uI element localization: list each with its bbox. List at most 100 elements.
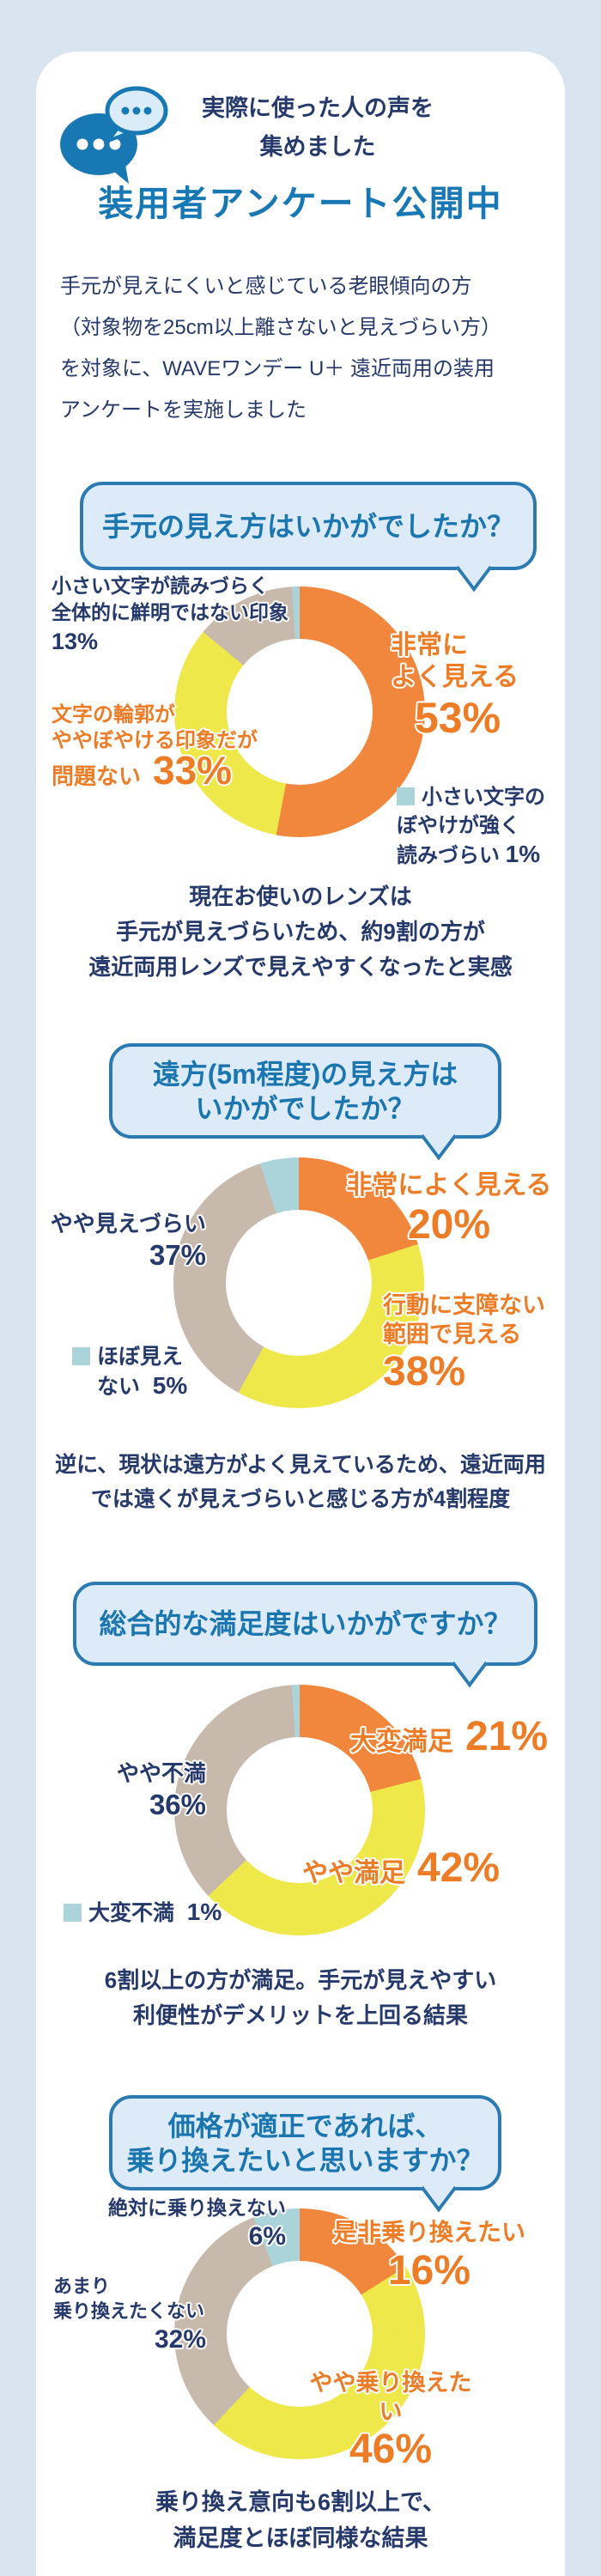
summary-line: 6割以上の方が満足。手元が見えやすい	[104, 1967, 497, 1993]
label-line: 大変満足	[350, 1728, 453, 1756]
chart2-label-somewhat-hard-37: やや見えづらい 37%	[34, 1209, 206, 1273]
chart2-label-very-clear-20: 非常によく見える 20%	[342, 1170, 556, 1249]
label-line: やや乗り換えたい	[309, 2370, 472, 2425]
label-line: やや満足	[302, 1859, 405, 1887]
chart2-legend-almost-invisible-5: ほぼ見え ない 5%	[72, 1343, 187, 1401]
chart2-label-no-hindrance-38: 行動に支障ない 範囲で見える 38%	[383, 1291, 545, 1395]
question-bubble-1: 手元の見え方はいかがでしたか？	[80, 482, 537, 592]
label-line: 全体的に鮮明ではない印象	[52, 601, 288, 623]
summary-3: 6割以上の方が満足。手元が見えやすい 利便性がデメリットを上回る結果	[36, 1963, 565, 2033]
label-line: 是非乗り換えたい	[332, 2219, 525, 2245]
question-3-text: 総合的な満足度はいかがですか？	[99, 1608, 512, 1639]
question-2-line1: 遠方(5m程度)の見え方は	[152, 1058, 458, 1090]
summary-1: 現在お使いのレンズは 手元が見えづらいため、約9割の方が 遠近両用レンズで見えや…	[36, 879, 565, 985]
chart3-legend-very-dissatisfied-1: 大変不満 1%	[64, 1898, 222, 1928]
legend-line: 読みづらい	[397, 844, 500, 867]
speech-bubbles-icon	[60, 86, 168, 184]
question-2-line2: いかがでしたか？	[195, 1092, 416, 1124]
legend-line: 大変不満	[88, 1901, 175, 1925]
question-bubble-3: 総合的な満足度はいかがですか？	[73, 1582, 537, 1688]
label-line: やや見えづらい	[50, 1211, 206, 1236]
chart1-label-slight-blur-33: 文字の輪郭が ややぼやける印象だが 問題ない 33%	[52, 702, 258, 793]
chart3-label-somewhat-dissatisfied-36: やや不満 36%	[34, 1759, 206, 1822]
legend-swatch-icon	[397, 787, 415, 805]
label-pct: 36%	[149, 1789, 206, 1820]
chart3-label-very-satisfied-21: 大変満足 21%	[350, 1713, 548, 1760]
label-pct: 33%	[153, 748, 233, 793]
summary-line: では遠くが見えづらいと感じる方が4割程度	[90, 1487, 511, 1511]
header-catchphrase-line1: 実際に使った人の声を	[202, 95, 434, 121]
summary-line: 現在お使いのレンズは	[189, 884, 412, 909]
label-line: よく見える	[391, 663, 519, 691]
question-bubble-4: 価格が適正であれば、 乗り換えたいと思いますか？	[109, 2095, 501, 2213]
chart1-label-very-clear-53: 非常に よく見える 53%	[391, 629, 519, 743]
label-pct: 6%	[248, 2222, 286, 2251]
legend-pct: 1%	[186, 1899, 222, 1925]
intro-line: 手元が見えにくいと感じている老眼傾向の方	[60, 275, 472, 298]
donut-chart-hand-visibility	[174, 586, 425, 837]
label-line: 範囲で見える	[383, 1321, 522, 1347]
donut-hole	[227, 1737, 373, 1883]
legend-swatch-icon	[64, 1904, 82, 1922]
legend-swatch-icon	[72, 1347, 90, 1365]
label-line: 行動に支障ない	[383, 1292, 545, 1318]
label-line: 文字の輪郭が	[52, 703, 175, 726]
intro-line: アンケートを実施しました	[60, 398, 307, 422]
intro-paragraph: 手元が見えにくいと感じている老眼傾向の方 （対象物を25cm以上離さないと見えづ…	[60, 266, 541, 431]
label-line: 乗り換えたくない	[53, 2300, 205, 2322]
page-title: 装用者アンケート公開中	[98, 184, 503, 223]
summary-line: 利便性がデメリットを上回る結果	[132, 2002, 468, 2028]
label-pct: 20%	[407, 1202, 491, 1248]
label-pct: 13%	[52, 629, 99, 654]
label-line: ややぼやける印象だが	[52, 729, 258, 752]
chart4-label-definitely-switch-16: 是非乗り換えたい 16%	[326, 2217, 532, 2294]
summary-line: 乗り換え意向も6割以上で、	[155, 2489, 446, 2515]
label-line: 非常によく見える	[346, 1171, 552, 1200]
intro-line: （対象物を25cm以上離さないと見えづらい方）	[60, 316, 501, 339]
label-pct: 16%	[387, 2248, 471, 2293]
chart1-label-unclear-13: 小さい文字が読みづらく 全体的に鮮明ではない印象 13%	[52, 573, 288, 657]
legend-pct: 1%	[505, 841, 541, 867]
header-catchphrase: 実際に使った人の声を 集めました	[163, 89, 472, 167]
label-line: 非常に	[391, 631, 468, 659]
donut-chart-switch-intention	[174, 2208, 425, 2459]
chart4-label-never-switch-6: 絶対に乗り換えない 6%	[88, 2195, 286, 2253]
legend-line: ほぼ見え	[97, 1345, 184, 1369]
question-4-line2: 乗り換えたいと思いますか？	[126, 2144, 484, 2176]
question-bubble-2: 遠方(5m程度)の見え方は いかがでしたか？	[109, 1043, 501, 1161]
label-line: 小さい文字が読みづらく	[52, 574, 269, 597]
label-line: 問題ない	[52, 763, 142, 789]
header-catchphrase-line2: 集めました	[259, 134, 376, 160]
label-line: あまり	[53, 2275, 111, 2297]
label-line: やや不満	[116, 1760, 206, 1786]
chart3-label-somewhat-satisfied-42: やや満足 42%	[302, 1844, 500, 1892]
label-pct: 42%	[417, 1845, 501, 1891]
question-4-line1: 価格が適正であれば、	[167, 2110, 443, 2142]
label-pct: 53%	[415, 694, 501, 742]
summary-line: 手元が見えづらいため、約9割の方が	[116, 919, 485, 945]
donut-hole	[226, 1210, 372, 1356]
chart1-legend-strong-blur-1: 小さい文字の ぼやけが強く 読みづらい 1%	[397, 783, 545, 870]
label-pct: 46%	[349, 2427, 433, 2472]
legend-line: ぼやけが強く	[397, 814, 520, 837]
intro-line: を対象に、WAVEワンデー U＋ 遠近両用の装用	[60, 357, 495, 380]
donut-hole	[227, 639, 373, 785]
label-line: 絶対に乗り換えない	[108, 2196, 286, 2219]
legend-line: 小さい文字の	[422, 786, 545, 809]
summary-2: 逆に、現状は遠方がよく見えているため、遠近両用 では遠くが見えづらいと感じる方が…	[36, 1448, 565, 1516]
legend-pct: 5%	[152, 1372, 188, 1399]
summary-line: 満足度とほぼ同様な結果	[173, 2525, 428, 2551]
chart4-label-rather-not-switch-32: あまり 乗り換えたくない 32%	[53, 2274, 206, 2356]
summary-line: 逆に、現状は遠方がよく見えているため、遠近両用	[55, 1453, 546, 1477]
label-pct: 38%	[383, 1349, 466, 1394]
donut-chart-overall-satisfaction	[174, 1685, 425, 1935]
chart4-label-somewhat-switch-46: やや乗り換えたい 46%	[300, 2368, 481, 2473]
question-1-text: 手元の見え方はいかがでしたか？	[101, 510, 514, 542]
label-pct: 32%	[154, 2325, 206, 2354]
label-pct: 37%	[149, 1239, 206, 1271]
donut-hole	[227, 2261, 373, 2407]
legend-line: ない	[97, 1375, 141, 1399]
label-pct: 21%	[465, 1714, 549, 1759]
donut-chart-distance-visibility	[173, 1157, 424, 1408]
